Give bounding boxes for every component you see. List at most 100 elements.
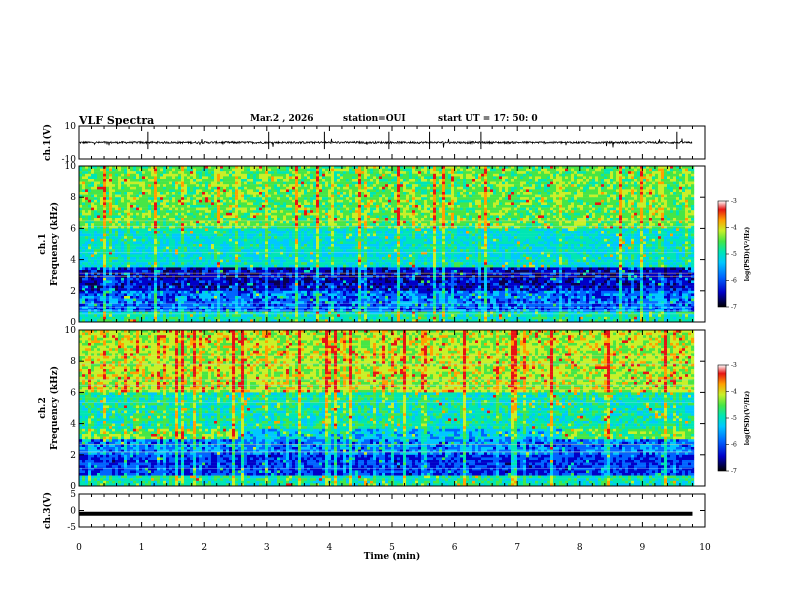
spectro-cell [283, 189, 286, 192]
spectro-cell [181, 182, 184, 185]
spectro-cell [538, 200, 541, 203]
spectro-cell [412, 195, 415, 198]
spectro-cell [304, 210, 307, 213]
spectro-cell [232, 210, 235, 213]
spectro-cell [142, 200, 145, 203]
spectro-cell [625, 184, 628, 187]
spectro-cell [175, 192, 178, 195]
spectro-cell [682, 213, 685, 216]
spectro-cell [541, 215, 544, 218]
spectro-cell [385, 210, 388, 213]
spectro-cell [109, 195, 112, 198]
spectro-cell [328, 197, 331, 200]
spectro-cell [316, 208, 319, 211]
spectro-cell [187, 210, 190, 213]
spectro-cell [487, 176, 490, 179]
spectro-cell [523, 192, 526, 195]
spectro-cell [364, 174, 367, 177]
spectro-cell [157, 210, 160, 213]
spectro-cell [193, 192, 196, 195]
spectro-cell [604, 169, 607, 172]
spectro-cell [145, 171, 148, 174]
spectro-cell [634, 189, 637, 192]
spectro-cell [244, 174, 247, 177]
spectro-cell [262, 182, 265, 185]
spectro-cell [256, 218, 259, 221]
spectro-cell [82, 213, 85, 216]
spectro-cell [535, 213, 538, 216]
spectro-cell [604, 192, 607, 195]
spectro-cell [319, 202, 322, 205]
spectro-cell [496, 202, 499, 205]
spectro-cell [100, 208, 103, 211]
spectro-cell [304, 202, 307, 205]
spectro-cell [250, 197, 253, 200]
spectro-cell [577, 200, 580, 203]
spectro-cell [523, 179, 526, 182]
spectro-cell [319, 197, 322, 200]
spectro-cell [241, 182, 244, 185]
spectro-cell [319, 208, 322, 211]
spectro-cell [655, 169, 658, 172]
spectro-cell [229, 171, 232, 174]
spectro-cell [379, 184, 382, 187]
spectro-cell [562, 171, 565, 174]
spectro-cell [370, 182, 373, 185]
spectro-cell [295, 169, 298, 172]
spectro-cell [184, 213, 187, 216]
spectro-cell [628, 210, 631, 213]
spectro-cell [676, 197, 679, 200]
spectro-cell [238, 169, 241, 172]
spectro-cell [262, 179, 265, 182]
spectro-cell [205, 179, 208, 182]
spectro-cell [676, 184, 679, 187]
spectro-cell [136, 208, 139, 211]
spectro-cell [319, 179, 322, 182]
spectro-cell [457, 197, 460, 200]
spectro-cell [658, 213, 661, 216]
spectro-cell [388, 182, 391, 185]
spectro-cell [535, 200, 538, 203]
spectro-cell [358, 200, 361, 203]
spectro-cell [310, 205, 313, 208]
spectro-cell [682, 192, 685, 195]
spectro-cell [580, 179, 583, 182]
spectro-cell [673, 176, 676, 179]
spectro-cell [298, 210, 301, 213]
spectro-cell [475, 202, 478, 205]
spectro-cell [439, 179, 442, 182]
spectro-cell [235, 169, 238, 172]
spectro-cell [571, 195, 574, 198]
spectro-cell [514, 174, 517, 177]
spectro-cell [316, 218, 319, 221]
spectro-cell [187, 179, 190, 182]
spectro-cell [358, 184, 361, 187]
spectro-cell [292, 215, 295, 218]
spectro-cell [94, 169, 97, 172]
spectro-cell [535, 169, 538, 172]
spectro-cell [280, 205, 283, 208]
spectro-cell [301, 223, 304, 226]
spectro-cell [496, 218, 499, 221]
spectro-cell [232, 205, 235, 208]
spectro-cell [259, 202, 262, 205]
spectro-cell [208, 213, 211, 216]
spectro-cell [622, 179, 625, 182]
spectro-cell [241, 215, 244, 218]
spectro-cell [328, 189, 331, 192]
spectro-cell [541, 200, 544, 203]
spectro-cell [259, 187, 262, 190]
spectro-cell [346, 195, 349, 198]
spectro-cell [289, 218, 292, 221]
spectro-cell [439, 184, 442, 187]
spectro-cell [175, 171, 178, 174]
spectro-cell [238, 218, 241, 221]
spectro-cell [301, 179, 304, 182]
spectro-cell [568, 205, 571, 208]
spectro-cell [133, 215, 136, 218]
spectro-cell [661, 200, 664, 203]
spectro-cell [340, 187, 343, 190]
spectro-cell [232, 223, 235, 226]
spectro-cell [394, 189, 397, 192]
spectro-cell [328, 174, 331, 177]
